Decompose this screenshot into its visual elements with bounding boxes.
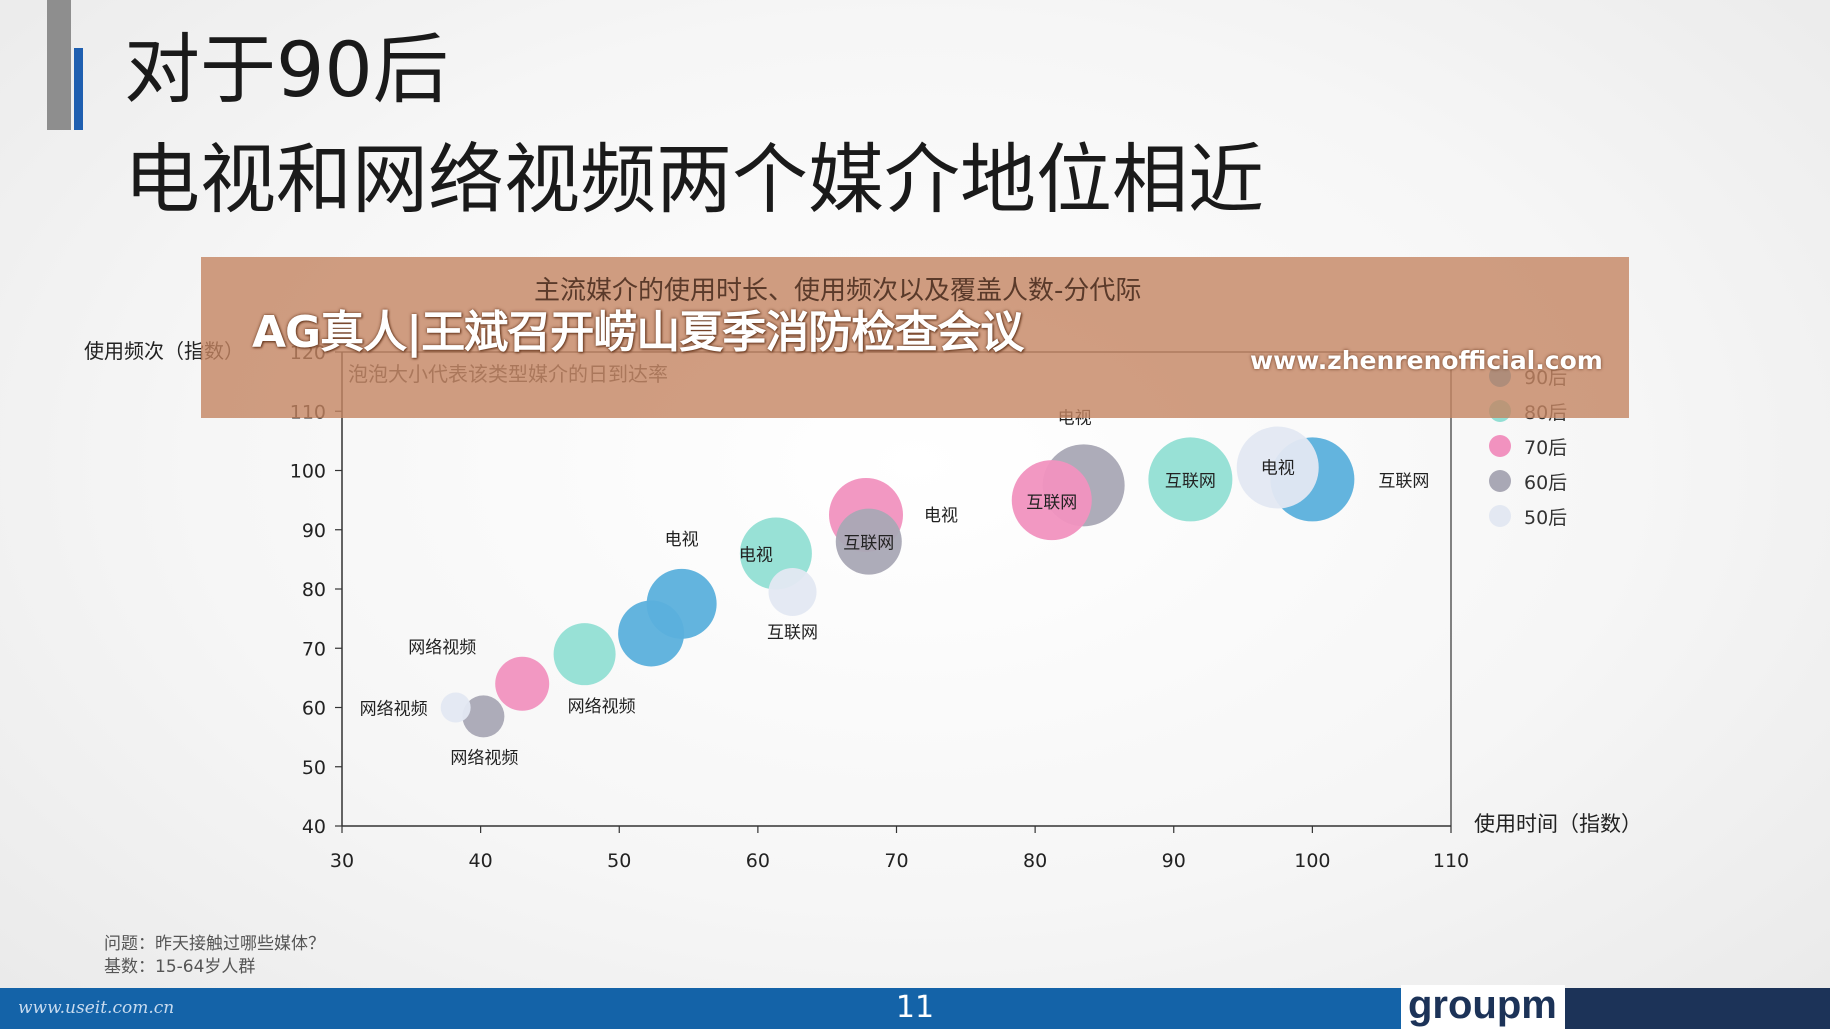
- x-tick-label: 40: [469, 850, 493, 872]
- y-tick-label: 90: [302, 520, 326, 542]
- footer-dark-block: [1565, 988, 1830, 1029]
- page-number: 11: [895, 990, 935, 1025]
- slide-notes: 问题：昨天接触过哪些媒体？ 基数：15-64岁人群: [104, 933, 325, 979]
- y-tick-label: 80: [302, 579, 326, 601]
- y-tick-label: 50: [302, 757, 326, 779]
- slide-title-line2: 电视和网络视频两个媒介地位相近: [124, 135, 1264, 224]
- legend-label: 60后: [1524, 472, 1567, 494]
- watermark-banner: [201, 257, 1629, 418]
- title-accent-stripe: [74, 48, 83, 130]
- bubble-60后: [835, 508, 902, 575]
- chart-title: 主流媒介的使用时长、使用频次以及覆盖人数-分代际: [534, 276, 1142, 306]
- bubble-60后: [462, 695, 505, 738]
- x-tick-label: 50: [607, 850, 631, 872]
- bubble-label: 网络视频: [360, 700, 428, 720]
- x-tick-label: 60: [746, 850, 770, 872]
- bubble-label: 网络视频: [568, 697, 636, 717]
- watermark-headline: AG真人|王斌召开崂山夏季消防检查会议: [252, 307, 1024, 358]
- note-base: 基数：15-64岁人群: [104, 957, 256, 977]
- legend-swatch: [1489, 470, 1511, 492]
- legend-swatch: [1489, 435, 1511, 457]
- note-question: 问题：昨天接触过哪些媒体？: [104, 934, 325, 954]
- bubble-70后: [1011, 460, 1092, 541]
- logo-box: [1401, 985, 1565, 1029]
- bubble-label: 互联网: [1026, 493, 1077, 513]
- legend-label: 50后: [1524, 507, 1567, 529]
- bubble-50后: [768, 567, 817, 616]
- x-tick-label: 70: [884, 850, 908, 872]
- bubble-label: 电视: [665, 530, 699, 550]
- bubble-label: 互联网: [1378, 471, 1429, 491]
- bubble-label: 电视: [1261, 459, 1295, 479]
- x-axis-title: 使用时间（指数）: [1474, 812, 1642, 836]
- y-tick-label: 40: [302, 816, 326, 838]
- bubble-50后: [1236, 426, 1319, 509]
- bubble-label: 互联网: [767, 623, 818, 643]
- footer-site-text: www.useit.com.cn: [18, 998, 175, 1018]
- y-tick-label: 70: [302, 638, 326, 660]
- bubble-label: 网络视频: [408, 638, 476, 658]
- title-accent-bar: [47, 0, 71, 130]
- groupm-logo: groupm: [1408, 983, 1557, 1027]
- bubble-70后: [495, 656, 550, 711]
- x-tick-label: 30: [330, 850, 354, 872]
- bubble-50后: [440, 692, 471, 723]
- bubble-label: 互联网: [1165, 471, 1216, 491]
- bubble-label: 互联网: [843, 534, 894, 554]
- x-tick-label: 80: [1023, 850, 1047, 872]
- legend-swatch: [1489, 505, 1511, 527]
- y-tick-label: 60: [302, 698, 326, 720]
- bubble-90后: [618, 600, 685, 667]
- bubble-label: 网络视频: [450, 748, 518, 768]
- x-tick-label: 90: [1162, 850, 1186, 872]
- bubble-80后: [1148, 437, 1233, 522]
- x-tick-label: 110: [1433, 850, 1469, 872]
- legend-label: 70后: [1524, 437, 1567, 459]
- bubble-80后: [553, 623, 616, 686]
- y-tick-label: 100: [290, 461, 326, 483]
- bubble-label: 电视: [924, 506, 958, 526]
- watermark-url: www.zhenrenofficial.com: [1250, 346, 1603, 375]
- bubble-label: 电视: [739, 545, 773, 565]
- x-tick-label: 100: [1294, 850, 1330, 872]
- slide-title-line1: 对于90后: [124, 25, 449, 114]
